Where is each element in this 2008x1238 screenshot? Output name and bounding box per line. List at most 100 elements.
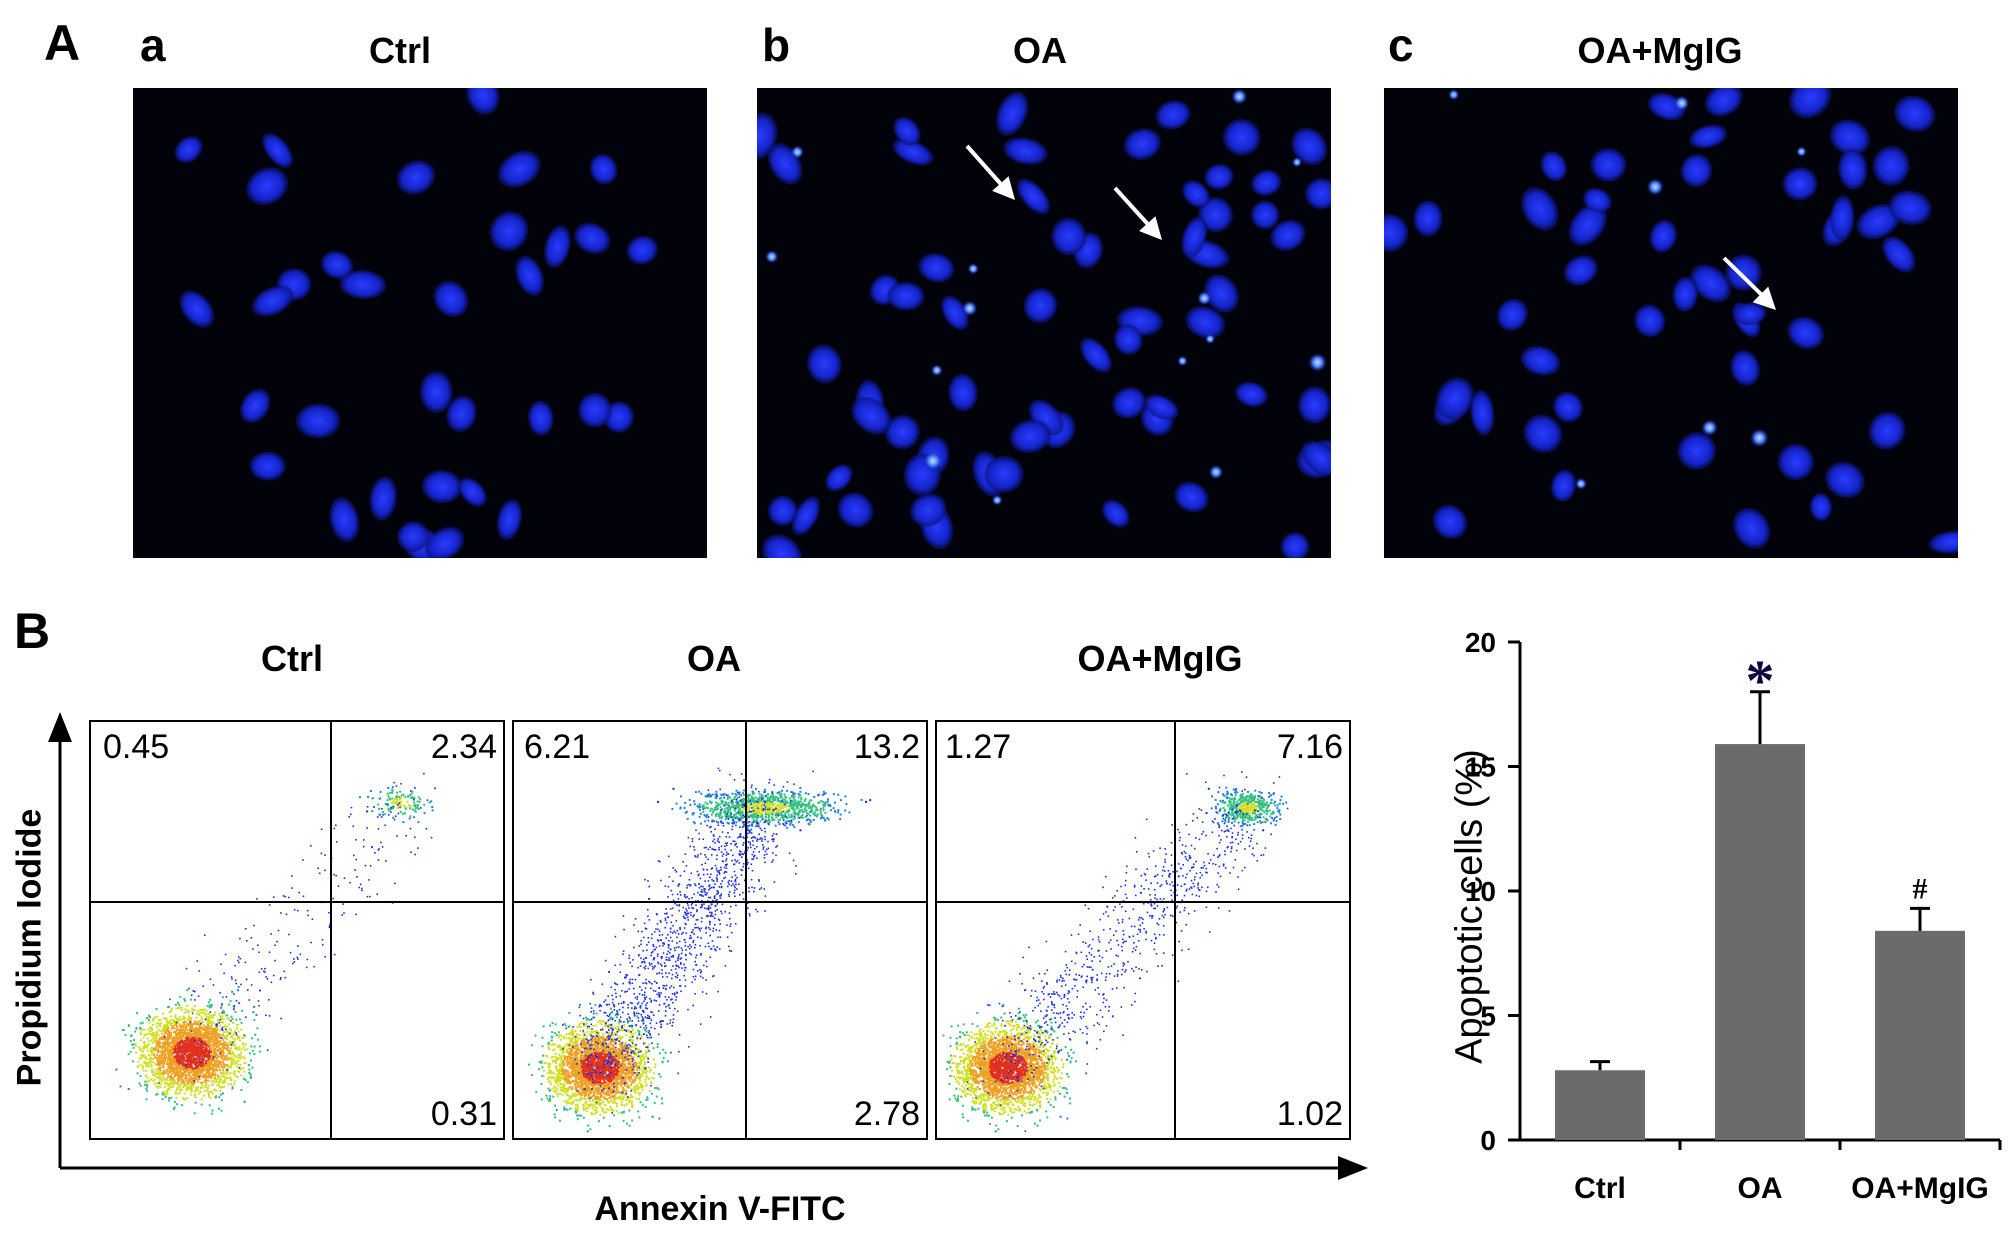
event-dot [243, 1062, 246, 1065]
cell-nucleus [240, 388, 271, 423]
event-dot [242, 1046, 245, 1049]
event-dot [167, 1035, 170, 1038]
event-dot [615, 1049, 618, 1052]
event-dot [417, 807, 420, 810]
event-dot [140, 1053, 143, 1056]
event-dot [159, 1030, 162, 1033]
event-dot [584, 1062, 587, 1065]
event-dot [180, 1035, 183, 1038]
event-dot [181, 1080, 184, 1083]
event-dot [141, 1021, 144, 1024]
cell-nucleus [1113, 324, 1143, 355]
event-dot [554, 1043, 557, 1046]
event-dot [628, 1058, 630, 1061]
event-dot [648, 1070, 651, 1073]
event-dot [161, 1061, 164, 1064]
event-dot [628, 1019, 631, 1022]
event-dot [320, 852, 323, 855]
event-dot [264, 967, 266, 970]
event-dot [600, 1095, 602, 1098]
cell-nucleus [1198, 196, 1234, 233]
event-dot [168, 1075, 171, 1078]
event-dot [230, 1058, 232, 1061]
event-dot [621, 1058, 624, 1061]
event-dot [305, 966, 308, 969]
event-dot [547, 1062, 550, 1065]
event-dot [265, 1014, 267, 1017]
event-dot [185, 1046, 188, 1049]
event-dot [151, 1068, 154, 1071]
event-dot [198, 1090, 201, 1093]
event-dot [633, 1080, 636, 1083]
event-dot [145, 1017, 148, 1020]
event-dot [547, 1099, 550, 1102]
event-dot [575, 1099, 578, 1102]
event-dot [617, 1090, 620, 1093]
event-dot [556, 1074, 559, 1077]
event-dot [206, 1089, 209, 1092]
event-dot [200, 1058, 203, 1061]
event-dot [603, 1051, 606, 1054]
event-dot [197, 1035, 200, 1038]
event-dot [566, 1094, 568, 1097]
event-dot [582, 1059, 585, 1062]
event-dot [222, 1082, 225, 1084]
event-dot [583, 1105, 585, 1108]
event-dot [638, 1050, 641, 1053]
event-dot [165, 1023, 168, 1026]
event-dot [200, 1026, 203, 1029]
event-dot [178, 1057, 181, 1060]
event-dot [198, 1012, 201, 1015]
event-dot [188, 987, 190, 990]
event-dot [548, 1097, 551, 1100]
cell-nucleus [892, 138, 934, 166]
micrograph-oa-mgig [1384, 88, 1958, 558]
event-dot [586, 1051, 589, 1054]
event-dot [592, 1056, 595, 1059]
event-dot [590, 1089, 593, 1092]
event-dot [618, 1069, 621, 1072]
event-dot [155, 1039, 158, 1042]
event-dot [349, 881, 351, 884]
event-dot [154, 1056, 156, 1059]
event-dot [641, 1103, 644, 1106]
event-dot [534, 1034, 537, 1037]
event-dot [602, 1116, 605, 1119]
event-dot [188, 1056, 191, 1059]
event-dot [215, 1089, 218, 1092]
event-dot [558, 1080, 561, 1083]
event-dot [224, 1047, 227, 1050]
event-dot [182, 1066, 185, 1069]
event-dot [164, 1041, 166, 1044]
cell-nucleus [1809, 492, 1833, 522]
event-dot [583, 1075, 586, 1078]
event-dot [188, 1038, 191, 1041]
event-dot [158, 1023, 161, 1026]
event-dot [565, 1102, 568, 1105]
event-dot [180, 1029, 183, 1031]
event-dot [186, 1034, 189, 1036]
cell-nucleus [369, 476, 397, 521]
event-dot [557, 1077, 560, 1080]
event-dot [612, 1079, 615, 1082]
event-dot [613, 1097, 616, 1100]
event-dot [236, 1023, 239, 1026]
event-dot [190, 1041, 193, 1044]
event-dot [609, 1087, 612, 1090]
event-dot [228, 1052, 231, 1054]
event-dot [163, 1091, 165, 1094]
event-dot [137, 1060, 140, 1063]
event-dot [579, 1066, 582, 1069]
event-dot [178, 1070, 181, 1073]
event-dot [187, 1018, 190, 1021]
event-dot [549, 1080, 552, 1083]
event-dot [224, 1056, 227, 1059]
event-dot [225, 1026, 228, 1028]
event-dot [181, 1056, 184, 1059]
cell-nucleus [1888, 190, 1932, 225]
cell-nucleus [320, 250, 354, 279]
event-dot [405, 834, 407, 837]
event-dot [191, 1073, 194, 1076]
event-dot [186, 1083, 189, 1086]
event-dot [599, 1060, 602, 1063]
